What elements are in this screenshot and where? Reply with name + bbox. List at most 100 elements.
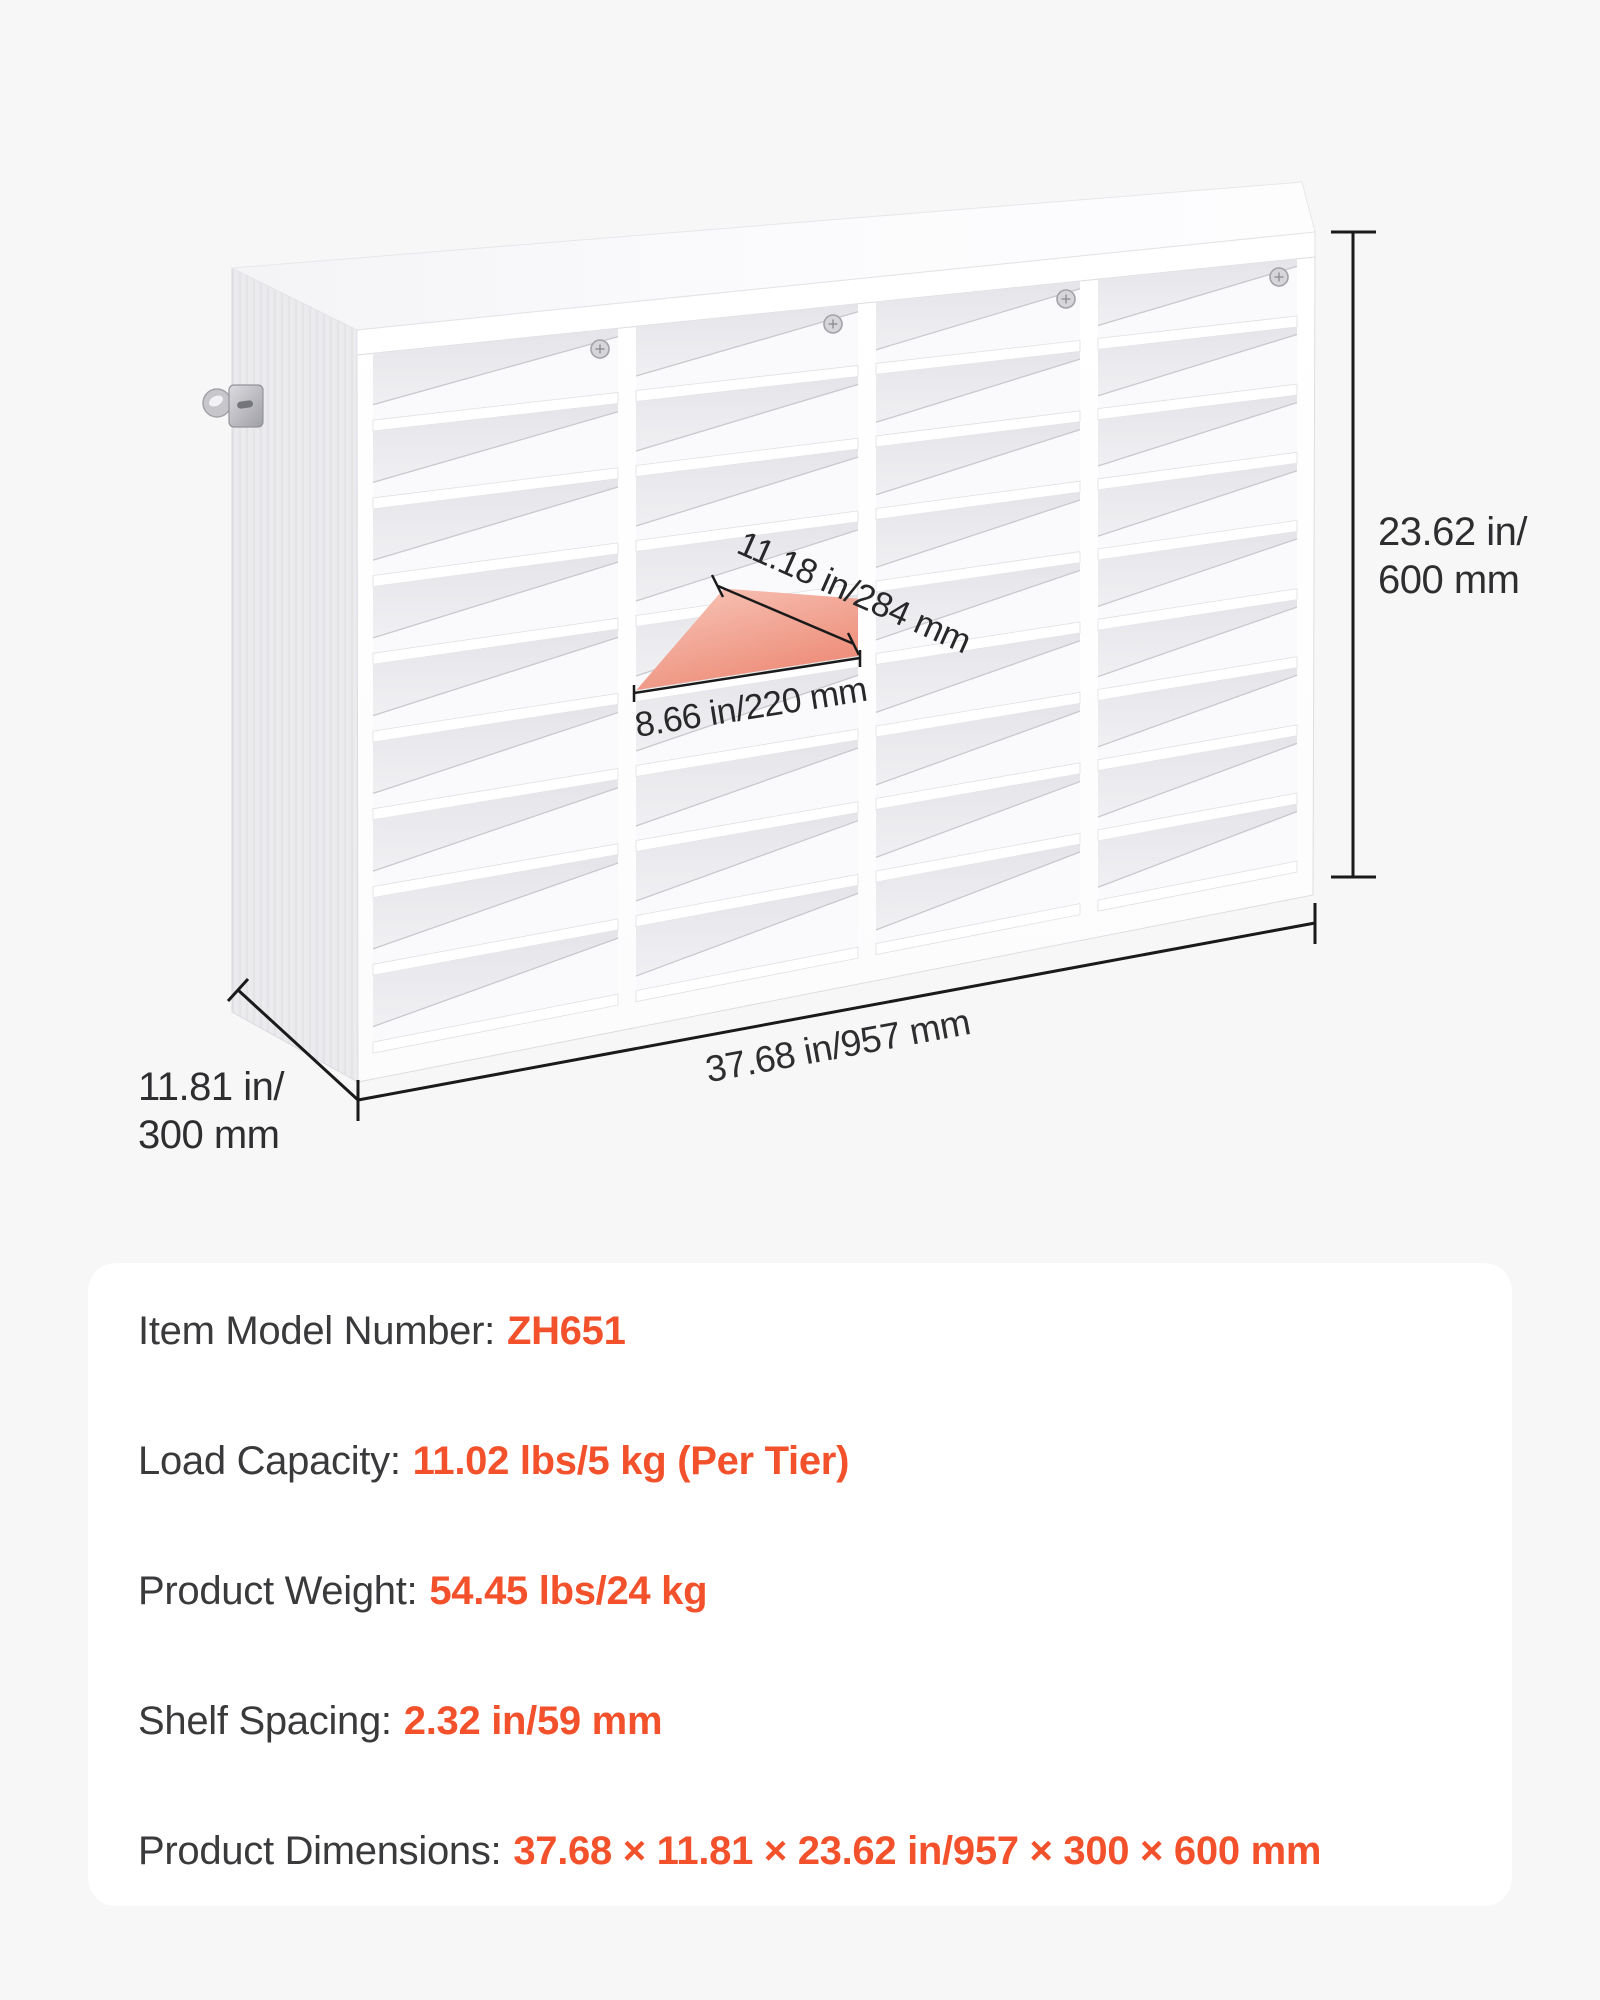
slot-shelf-surface <box>373 712 618 809</box>
slot-shelf-edge-line <box>875 358 1081 423</box>
slot-shelf-edge-line <box>372 711 619 795</box>
spec-value: 54.45 lbs/24 kg <box>429 1568 708 1613</box>
slot-shelf-surface <box>373 487 618 576</box>
slot-shelf-edge-line <box>1097 265 1298 327</box>
slot-shelf-edge-line <box>1097 674 1298 748</box>
slot-depth-dimension-line <box>710 574 861 656</box>
slot-shelf-edge-line <box>635 892 859 977</box>
slot-shelf-edge-line <box>1097 606 1298 678</box>
slot-shelf-surface <box>876 429 1080 509</box>
slot-shelf-surface <box>373 863 618 965</box>
slot-shelf-surface <box>1098 402 1297 479</box>
slot-shelf-surface <box>876 570 1080 654</box>
spec-row-shelf-spacing: Shelf Spacing: 2.32 in/59 mm <box>138 1697 1492 1745</box>
slot-shelf-surface <box>1098 675 1297 760</box>
depth-dimension-line <box>226 977 360 1102</box>
slot-shelf-surface <box>373 562 618 654</box>
slot-shelf-edge-line <box>635 747 859 827</box>
slot-shelf-edge-line <box>635 383 859 452</box>
slot-shelf-surface <box>636 311 858 391</box>
slot-shelf-surface <box>1098 811 1297 901</box>
slot-shelf-edge-line <box>875 428 1081 496</box>
slot-shelf-edge-line <box>372 862 619 950</box>
depth-dimension-label-line1: 11.81 in/ <box>138 1065 285 1109</box>
slot-shelf-edge-line <box>635 456 859 527</box>
slot-shelf-edge-line <box>875 710 1081 786</box>
width-dimension-label: 37.68 in/957 mm <box>702 1001 973 1090</box>
slot-shelf-edge-line <box>635 529 859 602</box>
height-dimension-line <box>1331 230 1376 879</box>
spec-row-model: Item Model Number: ZH651 <box>138 1307 1492 1355</box>
spec-value: 11.02 lbs/5 kg (Per Tier) <box>412 1438 850 1483</box>
slot-shelf-edge-line <box>635 820 859 902</box>
slot-shelf-surface <box>876 852 1080 944</box>
slot-grid <box>372 258 1298 1054</box>
spec-label: Shelf Spacing: <box>138 1698 392 1743</box>
wall-mount-bracket <box>202 384 264 428</box>
slot-shelf-edge-line <box>1097 742 1298 818</box>
slot-shelf-surface <box>1098 743 1297 830</box>
spec-panel: Item Model Number: ZH651 Load Capacity: … <box>88 1263 1512 1906</box>
slot-shelf-surface <box>876 781 1080 872</box>
spec-value: 37.68 × 11.81 × 23.62 in/957 × 300 × 600… <box>513 1828 1322 1873</box>
height-dimension-label-line1: 23.62 in/ <box>1378 510 1528 554</box>
slot-shelf-surface <box>1098 470 1297 549</box>
slot-shelf-surface <box>1098 607 1297 690</box>
slot-shelf-surface <box>1098 538 1297 620</box>
slot-shelf-surface <box>876 500 1080 581</box>
slot-shelf-edge-line <box>875 640 1081 713</box>
slot-shelf-surface <box>373 411 618 498</box>
slot-shelf-surface <box>876 711 1080 799</box>
slot-shelf-surface <box>636 893 858 991</box>
slot-shelf-edge-line <box>372 787 619 872</box>
slot-shelf-edge-line <box>372 411 619 484</box>
slot-shelf-surface <box>373 637 618 732</box>
slot-shelf-surface <box>876 640 1080 726</box>
slot-shelf-edge-line <box>1097 538 1298 607</box>
slot-shelf-surface <box>373 787 618 887</box>
slot-shelf-board <box>372 993 619 1054</box>
slot-shelf-surface <box>1098 266 1297 339</box>
slot-shelf-surface <box>636 529 858 616</box>
slot-shelf-surface <box>636 675 858 766</box>
slot-width-dimension-line <box>632 650 862 702</box>
slot-shelf-edge-line <box>1097 333 1298 397</box>
width-dimension-line <box>356 903 1317 1121</box>
slot-shelf-surface <box>373 938 618 1043</box>
spec-value: 2.32 in/59 mm <box>403 1698 663 1743</box>
slot-shelf-edge-line <box>372 486 619 561</box>
slot-shelf-board <box>635 946 859 1003</box>
slot-shelf-edge-line <box>875 569 1081 641</box>
spec-row-dimensions: Product Dimensions: 37.68 × 11.81 × 23.6… <box>138 1827 1492 1875</box>
screws <box>590 267 1289 359</box>
depth-dimension-label-line2: 300 mm <box>138 1113 280 1157</box>
slot-shelf-edge-line <box>372 636 619 717</box>
spec-value: ZH651 <box>506 1308 626 1353</box>
slot-shelf-edge-line <box>372 561 619 639</box>
spec-label: Item Model Number: <box>138 1308 495 1353</box>
spec-row-weight: Product Weight: 54.45 lbs/24 kg <box>138 1567 1492 1615</box>
slot-shelf-edge-line <box>875 499 1081 568</box>
slot-shelf-edge-line <box>1097 402 1298 467</box>
product-illustration: 23.62 in/ 600 mm 37.68 in/957 mm 11.81 i… <box>138 181 1529 1157</box>
slot-shelf-edge-line <box>372 335 619 406</box>
slot-shelf-surface <box>636 820 858 916</box>
spec-label: Product Dimensions: <box>138 1828 502 1873</box>
slot-shelf-surface <box>636 457 858 541</box>
slot-shelf-edge-line <box>1097 810 1298 888</box>
slot-shelf-board <box>1097 860 1298 912</box>
slot-shelf-edge-line <box>635 674 859 752</box>
highlighted-slot-floor <box>636 588 858 691</box>
spec-label: Product Weight: <box>138 1568 418 1613</box>
slot-shelf-edge-line <box>372 937 619 1028</box>
slot-shelf-edge-line <box>875 851 1081 931</box>
slot-shelf-edge-line <box>875 288 1081 351</box>
spec-row-load-capacity: Load Capacity: 11.02 lbs/5 kg (Per Tier) <box>138 1437 1492 1485</box>
cabinet <box>202 181 1316 1083</box>
slot-shelf-board <box>875 903 1081 956</box>
slot-shelf-edge-line <box>1097 470 1298 537</box>
slot-shelf-surface <box>636 384 858 466</box>
slot-shelf-surface <box>636 748 858 841</box>
height-dimension-label-line2: 600 mm <box>1378 558 1520 602</box>
